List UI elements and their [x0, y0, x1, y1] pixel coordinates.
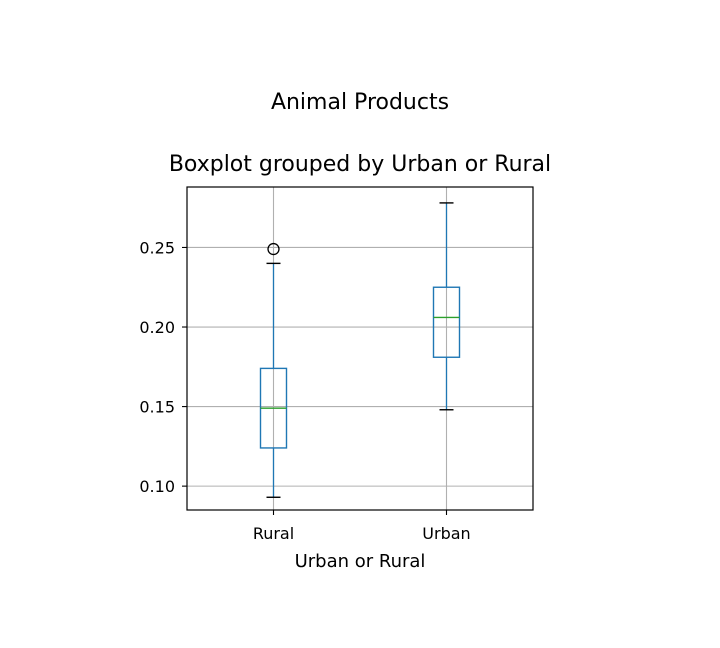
box-iqr: [432, 286, 461, 358]
box-rural: [259, 242, 288, 498]
x-tick-label: Rural: [253, 524, 294, 543]
outlier-point: [267, 242, 280, 256]
x-axis-label: Urban or Rural: [295, 551, 426, 572]
x-tick-label: Urban: [422, 524, 470, 543]
box-urban: [432, 202, 461, 411]
y-tick-label: 0.20: [139, 318, 175, 337]
grid-lines: [187, 187, 533, 510]
boxplot-series: [259, 202, 461, 498]
figure-suptitle: Animal Products: [271, 90, 449, 115]
y-tick-label: 0.25: [139, 238, 175, 257]
y-tick-label: 0.10: [139, 477, 175, 496]
chart-title: Boxplot grouped by Urban or Rural: [169, 152, 551, 177]
axes-frame: [186, 186, 534, 511]
y-tick-label: 0.15: [139, 398, 175, 417]
x-axis-ticks: Rural Urban: [253, 510, 471, 543]
y-axis-ticks: 0.10 0.15 0.20 0.25: [139, 238, 187, 496]
